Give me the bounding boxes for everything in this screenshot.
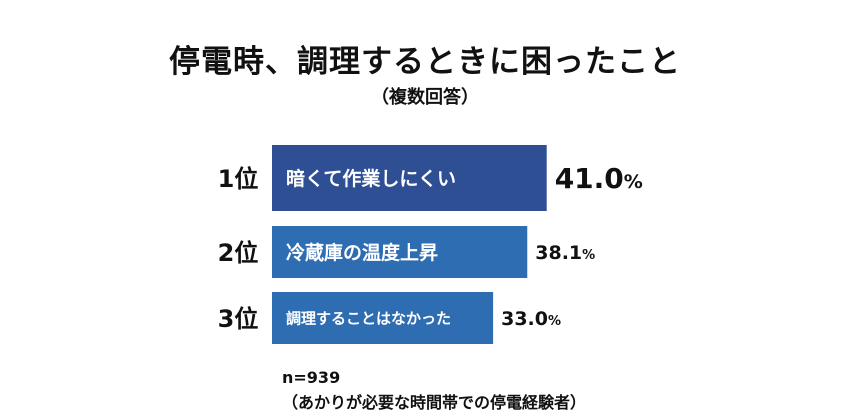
value-unit: % <box>624 171 643 193</box>
rank-label: 1位 <box>218 165 259 193</box>
population-note: （あかりが必要な時間帯での停電経験者） <box>282 393 587 412</box>
value-label: 41.0% <box>555 162 643 195</box>
value-label: 33.0% <box>501 308 561 330</box>
bar <box>272 226 528 278</box>
rank-label: 2位 <box>218 239 259 267</box>
bar <box>272 292 494 344</box>
value-unit: % <box>582 248 595 263</box>
sample-size-note: n=939 <box>282 368 341 387</box>
value-unit: % <box>548 314 561 329</box>
bar-category-label: 暗くて作業しにくい <box>286 167 456 190</box>
value-label: 38.1% <box>535 242 595 264</box>
rank-label: 3位 <box>218 305 259 333</box>
chart-subtitle: （複数回答） <box>371 87 479 108</box>
chart-title: 停電時、調理するときに困ったこと <box>169 44 681 80</box>
bar-category-label: 調理することはなかった <box>286 309 451 327</box>
bar <box>272 145 547 211</box>
bar-category-label: 冷蔵庫の温度上昇 <box>286 241 438 264</box>
